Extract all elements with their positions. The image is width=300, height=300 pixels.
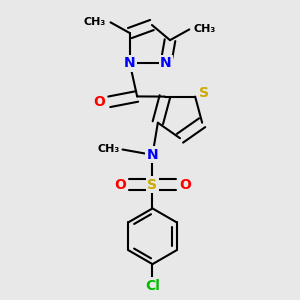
Text: S: S [200, 86, 209, 100]
Text: Cl: Cl [145, 279, 160, 292]
Text: N: N [124, 56, 136, 70]
Text: CH₃: CH₃ [84, 17, 106, 27]
Text: O: O [179, 178, 191, 192]
Text: S: S [148, 178, 158, 192]
Text: O: O [114, 178, 126, 192]
Text: N: N [160, 56, 172, 70]
Text: N: N [147, 148, 158, 162]
Text: CH₃: CH₃ [97, 145, 119, 154]
Text: O: O [93, 95, 105, 109]
Text: CH₃: CH₃ [194, 24, 216, 34]
